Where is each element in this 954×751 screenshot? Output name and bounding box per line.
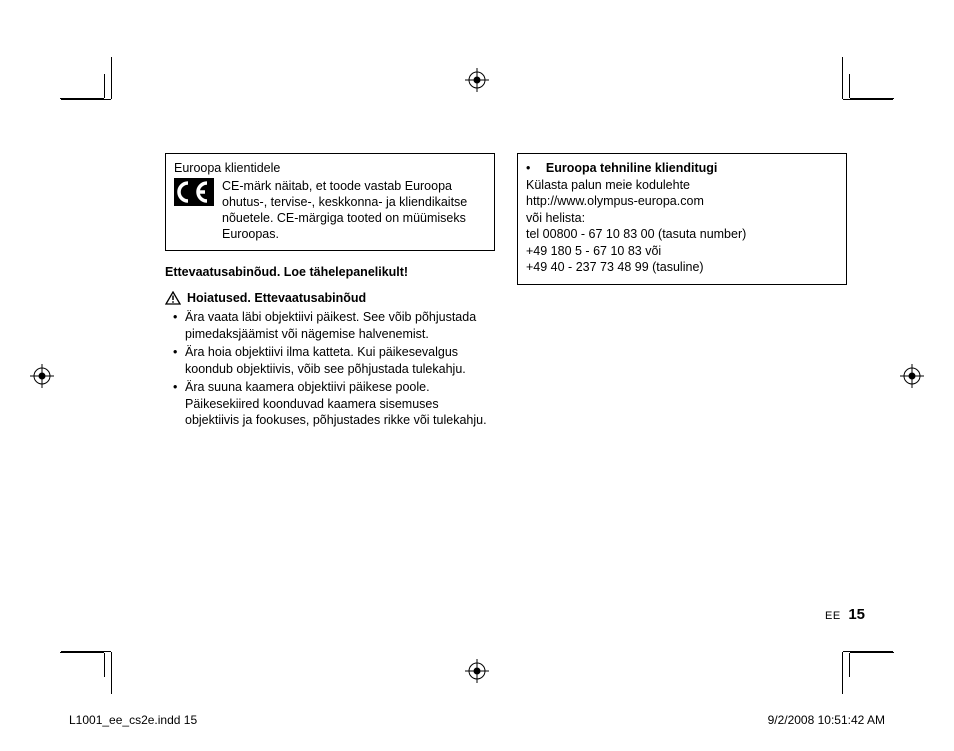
page-footer: EE 15 [825, 606, 865, 623]
warning-text: Ära vaata läbi objektiivi päikest. See v… [185, 309, 495, 342]
page-footer-lang: EE [825, 610, 841, 622]
registration-target-icon [900, 364, 924, 388]
support-title-row: • Euroopa tehniline klienditugi [526, 160, 838, 177]
support-line: http://www.olympus-europa.com [526, 193, 838, 210]
warnings-title: Hoiatused. Ettevaatusabinõud [187, 291, 366, 305]
registration-target-icon [30, 364, 54, 388]
warnings-title-row: Hoiatused. Ettevaatusabinõud [165, 291, 495, 305]
precautions-title: Ettevaatusabinõud. Loe tähelepanelikult! [165, 265, 495, 279]
support-line: Külasta palun meie kodulehte [526, 177, 838, 194]
list-item: • Ära suuna kaamera objektiivi päikese p… [173, 379, 495, 429]
slug-timestamp: 9/2/2008 10:51:42 AM [768, 713, 885, 727]
list-item: • Ära hoia objektiivi ilma katteta. Kui … [173, 344, 495, 377]
slug-line: L1001_ee_cs2e.indd 15 9/2/2008 10:51:42 … [69, 713, 885, 727]
bullet-icon: • [173, 379, 179, 429]
warning-text: Ära suuna kaamera objektiivi päikese poo… [185, 379, 495, 429]
support-line: või helista: [526, 210, 838, 227]
bullet-icon: • [173, 309, 179, 342]
warning-triangle-icon [165, 291, 181, 305]
support-title: Euroopa tehniline klienditugi [546, 160, 718, 177]
ce-mark-icon [174, 178, 214, 206]
page-footer-number: 15 [848, 606, 865, 623]
registration-target-icon [465, 659, 489, 683]
page-content: Euroopa klientidele CE-märk näitab, et t… [165, 153, 865, 623]
bullet-icon: • [526, 160, 530, 177]
right-column: • Euroopa tehniline klienditugi Külasta … [517, 153, 847, 431]
slug-filename: L1001_ee_cs2e.indd 15 [69, 713, 197, 727]
support-box: • Euroopa tehniline klienditugi Külasta … [517, 153, 847, 285]
support-line: tel 00800 - 67 10 83 00 (tasuta number) [526, 226, 838, 243]
left-column: Euroopa klientidele CE-märk näitab, et t… [165, 153, 495, 431]
support-line: +49 180 5 - 67 10 83 või [526, 243, 838, 260]
ce-notice-box: Euroopa klientidele CE-märk näitab, et t… [165, 153, 495, 251]
warnings-list: • Ära vaata läbi objektiivi päikest. See… [165, 309, 495, 429]
support-line: +49 40 - 237 73 48 99 (tasuline) [526, 259, 838, 276]
list-item: • Ära vaata läbi objektiivi päikest. See… [173, 309, 495, 342]
registration-target-icon [465, 68, 489, 92]
ce-notice-text: CE-märk näitab, et toode vastab Euroopa … [222, 178, 486, 242]
bullet-icon: • [173, 344, 179, 377]
ce-notice-heading: Euroopa klientidele [174, 160, 486, 176]
warning-text: Ära hoia objektiivi ilma katteta. Kui pä… [185, 344, 495, 377]
